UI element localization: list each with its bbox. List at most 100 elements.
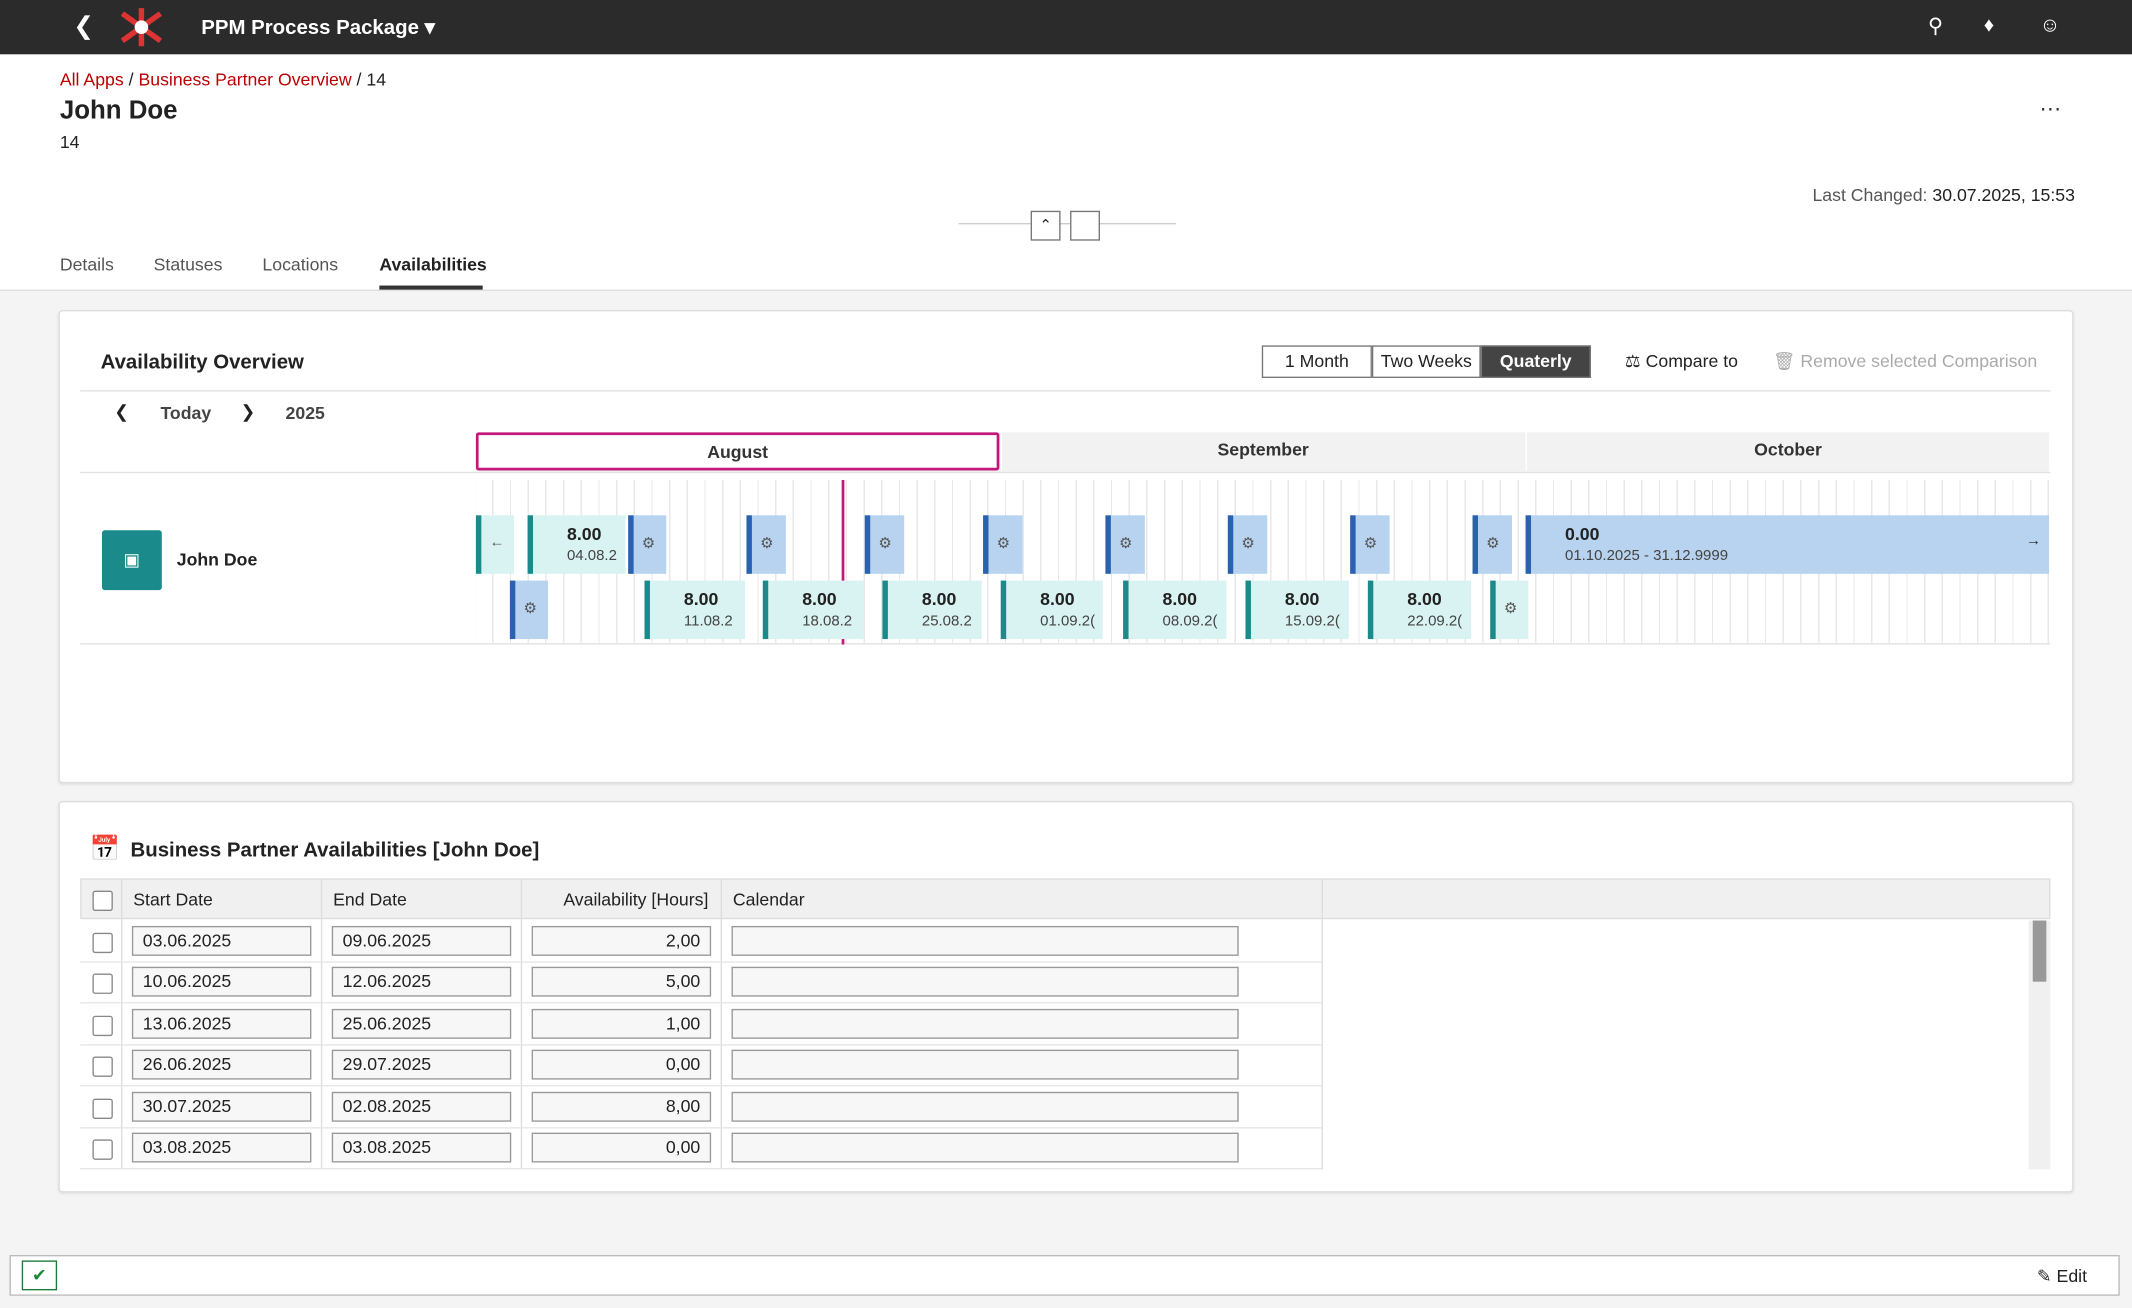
cell-input[interactable]: 0,00 [531, 1049, 712, 1080]
pin-button[interactable] [1070, 210, 1100, 241]
cell-input[interactable]: 12.06.2025 [331, 967, 512, 998]
cell-input[interactable]: 25.06.2025 [331, 1008, 512, 1039]
bar-date: 18.08.2 [802, 613, 853, 630]
cell-input[interactable]: 26.06.2025 [131, 1049, 312, 1080]
availability-bar[interactable]: ⚙ [509, 580, 548, 640]
table-title: Business Partner Availabilities [John Do… [130, 838, 540, 863]
more-button[interactable]: ··· [2039, 97, 2062, 122]
value: 30.07.2025, 15:53 [1932, 184, 2075, 206]
back-button[interactable]: ❮ [73, 12, 94, 40]
edit-text[interactable]: Edit [2056, 1265, 2088, 1287]
table-header [80, 878, 2051, 920]
column-divider [1321, 878, 1323, 1170]
availability-bar[interactable]: 8.00 25.08.2 [882, 580, 982, 640]
cell-input[interactable]: 2,00 [531, 925, 712, 956]
header-checkbox[interactable] [92, 890, 113, 911]
row-checkbox[interactable] [92, 1015, 113, 1036]
column-header: End Date [333, 889, 407, 910]
remove-text[interactable]: Remove selected Comparison [1800, 350, 2038, 372]
month-label: September [1000, 432, 1524, 471]
cell-input[interactable]: 1,00 [531, 1008, 712, 1039]
view-option[interactable]: Two Weeks [1371, 345, 1481, 378]
column-divider [520, 878, 523, 1170]
view-option[interactable]: Quaterly [1480, 345, 1591, 378]
calendar-input[interactable] [731, 1049, 1239, 1080]
cell-input[interactable]: 03.08.2025 [331, 1132, 512, 1163]
availability-bar[interactable]: 8.00 01.09.2( [1000, 580, 1103, 640]
crumb[interactable]: Business Partner Overview [138, 69, 352, 90]
prev-button[interactable]: ❮ [114, 401, 130, 422]
compare-text[interactable]: Compare to [1645, 350, 1738, 372]
bar-value: 8.00 [1162, 588, 1197, 610]
tab[interactable]: Statuses [153, 254, 223, 275]
availability-bar[interactable]: 8.00 08.09.2( [1123, 580, 1227, 640]
app-title[interactable]: PPM Process Package ▾ [201, 16, 435, 40]
cell-input[interactable]: 30.07.2025 [131, 1091, 312, 1122]
availability-bar[interactable]: ⚙ [1105, 515, 1145, 574]
availability-bar[interactable]: 8.00 18.08.2 [762, 580, 864, 640]
cell-input[interactable]: 29.07.2025 [331, 1049, 512, 1080]
compare-button[interactable]: ⚖ Compare to [1624, 350, 1738, 372]
availability-bar[interactable]: 8.00 04.08.2 [527, 515, 626, 574]
app-title-text[interactable]: PPM Process Package [201, 16, 419, 40]
availability-bar[interactable]: ⚙ [1490, 580, 1529, 640]
availability-bar[interactable]: 0.00 01.10.2025 - 31.12.9999 → [1525, 515, 2050, 574]
status-ok[interactable]: ✔ [21, 1260, 58, 1291]
column-divider [320, 878, 323, 1170]
row-checkbox[interactable] [92, 932, 113, 954]
user-icon[interactable]: ☺ [2039, 13, 2061, 37]
availability-bar[interactable]: ⚙ [746, 515, 786, 574]
view-option[interactable]: 1 Month [1261, 345, 1372, 378]
cell-input[interactable]: 03.06.2025 [131, 925, 312, 956]
availability-bar[interactable]: 8.00 11.08.2 [644, 580, 746, 640]
collapse-button[interactable]: ⌃ [1030, 210, 1061, 241]
arrow[interactable]: → [2025, 533, 2041, 550]
cell-input[interactable]: 03.08.2025 [131, 1132, 312, 1163]
cell-input[interactable]: 10.06.2025 [131, 967, 312, 998]
calendar-input[interactable] [731, 1091, 1239, 1122]
bar-date: 08.09.2( [1162, 613, 1218, 630]
today-marker [841, 479, 845, 645]
row-divider [80, 1126, 1322, 1128]
next-button[interactable]: ❯ [240, 401, 256, 422]
availability-bar[interactable]: ⚙ [1227, 515, 1268, 574]
tab[interactable]: Details [59, 254, 114, 275]
today-button[interactable]: Today [160, 402, 212, 423]
calendar-input[interactable] [731, 967, 1239, 998]
last-changed: Last Changed: 30.07.2025, 15:53 [1812, 185, 2074, 205]
availability-bar[interactable]: ⚙ [1350, 515, 1390, 574]
tab[interactable]: Availabilities [379, 254, 487, 275]
row-checkbox[interactable] [92, 1098, 113, 1119]
availability-bar[interactable]: ⚙ [983, 515, 1023, 574]
calendar-input[interactable] [731, 1008, 1239, 1039]
availability-bar[interactable]: 8.00 22.09.2( [1367, 580, 1472, 640]
remove-button[interactable]: 🗑 Remove selected Comparison [1773, 350, 2038, 372]
cell-input[interactable]: 09.06.2025 [331, 925, 512, 956]
logo [120, 8, 163, 47]
search-icon[interactable]: ⚲ [1928, 14, 1944, 39]
availability-bar[interactable]: ⚙ [1472, 515, 1512, 574]
object-header [0, 54, 2132, 291]
object-id: 14 [59, 131, 80, 153]
tab[interactable]: Locations [262, 254, 339, 275]
row-checkbox[interactable] [92, 1139, 113, 1160]
edit-button[interactable]: ✎ Edit [2036, 1265, 2088, 1287]
row-checkbox[interactable] [92, 1056, 113, 1078]
availability-bar[interactable]: 8.00 15.09.2( [1245, 580, 1349, 640]
cell-input[interactable]: 5,00 [531, 967, 712, 998]
row-checkbox[interactable] [92, 974, 113, 995]
availability-bar[interactable]: ← [475, 515, 514, 574]
scroll-thumb[interactable] [2032, 920, 2047, 982]
calendar-input[interactable] [731, 925, 1239, 956]
cell-input[interactable]: 8,00 [531, 1091, 712, 1122]
crumb[interactable]: All Apps [59, 69, 124, 90]
cell-input[interactable]: 02.08.2025 [331, 1091, 512, 1122]
availability-bar[interactable]: ⚙ [628, 515, 667, 574]
calendar-input[interactable] [731, 1132, 1239, 1163]
bell-icon[interactable]: ♦ [1983, 13, 1995, 37]
overview-title: Availability Overview [100, 350, 304, 374]
bar-value: 8.00 [1407, 588, 1442, 610]
availability-bar[interactable]: ⚙ [864, 515, 905, 574]
cell-input[interactable]: 13.06.2025 [131, 1008, 312, 1039]
cell-input[interactable]: 0,00 [531, 1132, 712, 1163]
